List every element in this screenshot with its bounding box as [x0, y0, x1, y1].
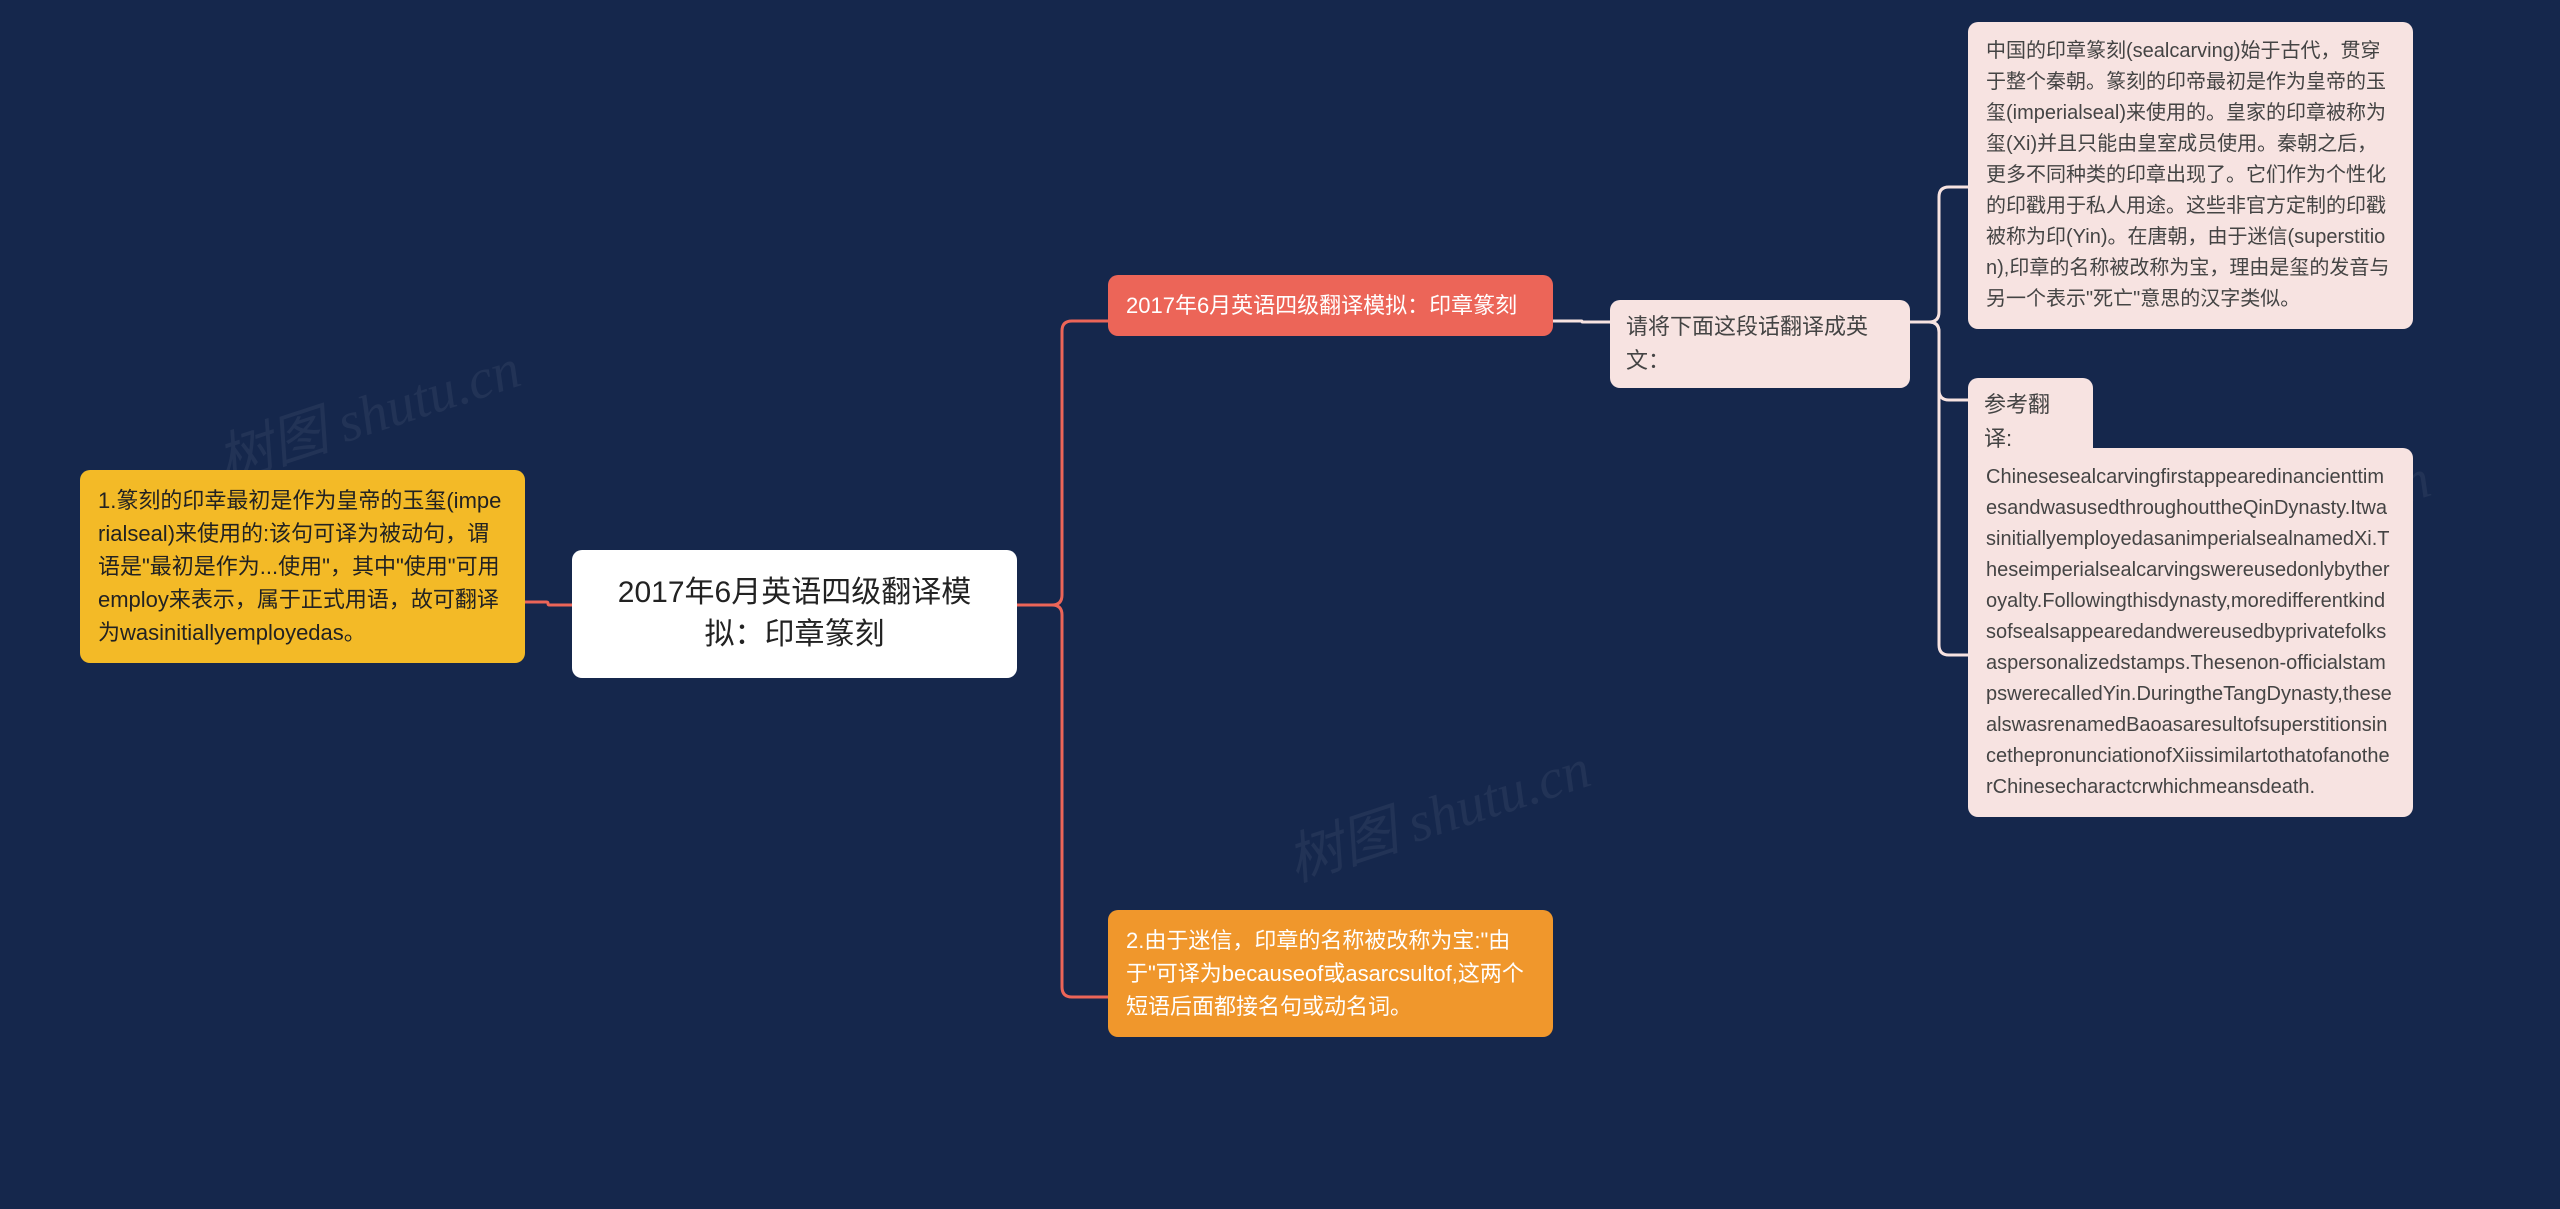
watermark: 树图 shutu.cn [1275, 723, 1599, 897]
branch-node-1[interactable]: 1.篆刻的印幸最初是作为皇帝的玉玺(imperialseal)来使用的:该句可译… [80, 470, 525, 663]
branch-node-topic[interactable]: 2017年6月英语四级翻译模拟：印章篆刻 [1108, 275, 1553, 336]
connector [525, 602, 572, 605]
connector [1017, 605, 1108, 997]
branch-node-2[interactable]: 2.由于迷信，印章的名称被改称为宝:"由于"可译为becauseof或asarc… [1108, 910, 1553, 1037]
connector [1910, 322, 1968, 400]
connector [1910, 322, 1968, 655]
leaf-node-english-translation[interactable]: Chinesesealcarvingfirstappearedinancient… [1968, 448, 2413, 817]
connector [1553, 321, 1610, 322]
connector [1910, 187, 1968, 322]
connector [1017, 321, 1108, 605]
leaf-node-chinese-passage[interactable]: 中国的印章篆刻(sealcarving)始于古代，贯穿于整个秦朝。篆刻的印帝最初… [1968, 22, 2413, 329]
leaf-node-instruction[interactable]: 请将下面这段话翻译成英文： [1610, 300, 1910, 388]
root-node[interactable]: 2017年6月英语四级翻译模拟：印章篆刻 [572, 550, 1017, 678]
